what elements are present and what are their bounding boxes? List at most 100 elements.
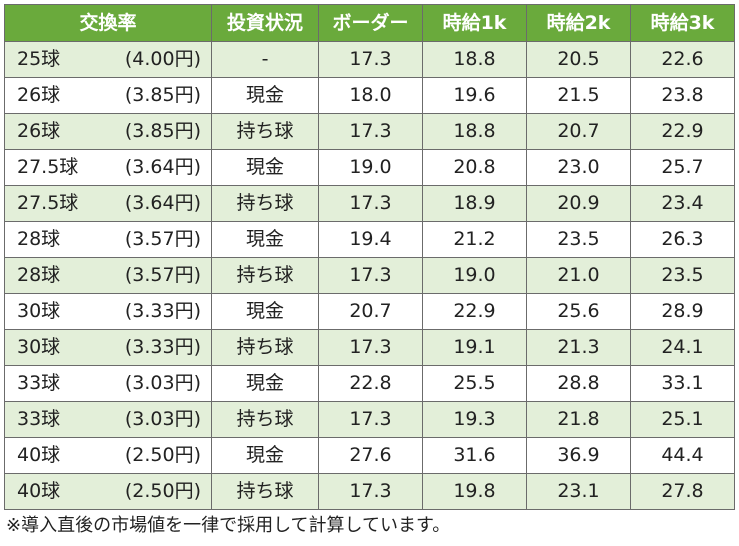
hourly-2k-cell: 21.8 xyxy=(526,401,631,438)
hourly-1k-cell: 19.6 xyxy=(422,77,527,114)
border-value-cell: 19.0 xyxy=(318,149,423,186)
exchange-rate-cell: 33球 (3.03円) xyxy=(4,365,212,402)
table-row: 33球 (3.03円) 現金 22.8 25.5 28.8 33.1 xyxy=(4,365,735,402)
ball-rate: 30球 xyxy=(17,336,61,358)
table-row: 26球 (3.85円) 現金 18.0 19.6 21.5 23.8 xyxy=(4,77,735,114)
table-row: 28球 (3.57円) 持ち球 17.3 19.0 21.0 23.5 xyxy=(4,257,735,294)
border-value-cell: 22.8 xyxy=(318,365,423,402)
hourly-3k-cell: 44.4 xyxy=(630,437,735,474)
hourly-1k-cell: 18.8 xyxy=(422,41,527,78)
hourly-3k-cell: 25.1 xyxy=(630,401,735,438)
investment-status-cell: 現金 xyxy=(211,437,319,474)
investment-status-cell: 現金 xyxy=(211,149,319,186)
exchange-rate-cell: 25球 (4.00円) xyxy=(4,41,212,78)
border-value-cell: 19.4 xyxy=(318,221,423,258)
yen-rate: (3.33円) xyxy=(124,300,201,322)
border-rate-table: 交換率 投資状況 ボーダー 時給1k 時給2k 時給3k 25球 (4.00円) -… xyxy=(4,4,735,510)
exchange-rate-cell: 28球 (3.57円) xyxy=(4,257,212,294)
yen-rate: (4.00円) xyxy=(124,48,201,70)
hourly-2k-cell: 21.5 xyxy=(526,77,631,114)
border-value-cell: 20.7 xyxy=(318,293,423,330)
yen-rate: (3.57円) xyxy=(124,228,201,250)
hourly-1k-cell: 19.0 xyxy=(422,257,527,294)
exchange-rate-cell: 30球 (3.33円) xyxy=(4,293,212,330)
yen-rate: (3.64円) xyxy=(124,156,201,178)
yen-rate: (3.85円) xyxy=(124,120,201,142)
ball-rate: 33球 xyxy=(17,408,61,430)
investment-status-cell: 持ち球 xyxy=(211,401,319,438)
ball-rate: 30球 xyxy=(17,300,61,322)
table-body: 25球 (4.00円) -17.3 18.8 20.5 22.6 26球 (3.85円) 現金 1… xyxy=(4,41,735,510)
investment-status-cell: 持ち球 xyxy=(211,257,319,294)
table-row: 27.5球 (3.64円) 現金 19.0 20.8 23.0 25.7 xyxy=(4,149,735,186)
border-value-cell: 17.3 xyxy=(318,329,423,366)
hourly-3k-cell: 22.9 xyxy=(630,113,735,150)
table-header-row: 交換率 投資状況 ボーダー 時給1k 時給2k 時給3k xyxy=(4,4,735,42)
investment-status-cell: 持ち球 xyxy=(211,329,319,366)
hourly-2k-cell: 23.0 xyxy=(526,149,631,186)
hourly-2k-cell: 23.1 xyxy=(526,473,631,510)
header-exchange-rate: 交換率 xyxy=(4,4,212,42)
table-row: 28球 (3.57円) 現金 19.4 21.2 23.5 26.3 xyxy=(4,221,735,258)
header-hourly-3k: 時給3k xyxy=(630,4,735,42)
table-row: 25球 (4.00円) -17.3 18.8 20.5 22.6 xyxy=(4,41,735,78)
yen-rate: (3.85円) xyxy=(124,84,201,106)
hourly-1k-cell: 31.6 xyxy=(422,437,527,474)
hourly-1k-cell: 21.2 xyxy=(422,221,527,258)
hourly-3k-cell: 23.4 xyxy=(630,185,735,222)
yen-rate: (2.50円) xyxy=(124,480,201,502)
hourly-2k-cell: 20.7 xyxy=(526,113,631,150)
hourly-1k-cell: 19.3 xyxy=(422,401,527,438)
hourly-2k-cell: 36.9 xyxy=(526,437,631,474)
border-value-cell: 17.3 xyxy=(318,401,423,438)
hourly-2k-cell: 20.9 xyxy=(526,185,631,222)
exchange-rate-cell: 27.5球 (3.64円) xyxy=(4,185,212,222)
investment-status-cell: 持ち球 xyxy=(211,113,319,150)
investment-status-cell: 現金 xyxy=(211,221,319,258)
border-value-cell: 17.3 xyxy=(318,41,423,78)
hourly-3k-cell: 27.8 xyxy=(630,473,735,510)
hourly-3k-cell: 25.7 xyxy=(630,149,735,186)
table-row: 26球 (3.85円) 持ち球 17.3 18.8 20.7 22.9 xyxy=(4,113,735,150)
exchange-rate-cell: 27.5球 (3.64円) xyxy=(4,149,212,186)
yen-rate: (3.03円) xyxy=(124,408,201,430)
table-row: 40球 (2.50円) 現金 27.6 31.6 36.9 44.4 xyxy=(4,437,735,474)
exchange-rate-cell: 33球 (3.03円) xyxy=(4,401,212,438)
investment-status-cell: 持ち球 xyxy=(211,185,319,222)
border-value-cell: 17.3 xyxy=(318,257,423,294)
hourly-1k-cell: 18.8 xyxy=(422,113,527,150)
investment-status-cell: - xyxy=(211,41,319,78)
hourly-1k-cell: 19.8 xyxy=(422,473,527,510)
footnote: ※導入直後の市場値を一律で採用して計算しています。 xyxy=(6,515,451,536)
yen-rate: (3.64円) xyxy=(124,192,201,214)
table-row: 33球 (3.03円) 持ち球 17.3 19.3 21.8 25.1 xyxy=(4,401,735,438)
hourly-3k-cell: 26.3 xyxy=(630,221,735,258)
hourly-3k-cell: 33.1 xyxy=(630,365,735,402)
header-hourly-1k: 時給1k xyxy=(422,4,527,42)
border-value-cell: 27.6 xyxy=(318,437,423,474)
ball-rate: 40球 xyxy=(17,480,61,502)
ball-rate: 40球 xyxy=(17,444,61,466)
hourly-3k-cell: 28.9 xyxy=(630,293,735,330)
exchange-rate-cell: 40球 (2.50円) xyxy=(4,473,212,510)
exchange-rate-cell: 40球 (2.50円) xyxy=(4,437,212,474)
exchange-rate-cell: 30球 (3.33円) xyxy=(4,329,212,366)
hourly-3k-cell: 23.8 xyxy=(630,77,735,114)
yen-rate: (3.57円) xyxy=(124,264,201,286)
hourly-3k-cell: 24.1 xyxy=(630,329,735,366)
yen-rate: (2.50円) xyxy=(124,444,201,466)
border-value-cell: 17.3 xyxy=(318,113,423,150)
exchange-rate-cell: 26球 (3.85円) xyxy=(4,77,212,114)
hourly-2k-cell: 20.5 xyxy=(526,41,631,78)
investment-status-cell: 持ち球 xyxy=(211,473,319,510)
hourly-2k-cell: 25.6 xyxy=(526,293,631,330)
header-border: ボーダー xyxy=(318,4,423,42)
ball-rate: 26球 xyxy=(17,120,61,142)
hourly-2k-cell: 23.5 xyxy=(526,221,631,258)
hourly-2k-cell: 28.8 xyxy=(526,365,631,402)
hourly-2k-cell: 21.3 xyxy=(526,329,631,366)
investment-status-cell: 現金 xyxy=(211,77,319,114)
ball-rate: 25球 xyxy=(17,48,61,70)
hourly-1k-cell: 20.8 xyxy=(422,149,527,186)
